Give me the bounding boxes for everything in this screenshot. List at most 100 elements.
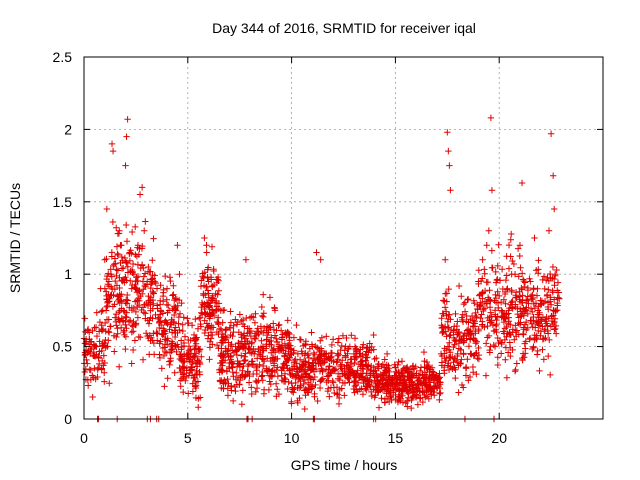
data-point — [146, 268, 153, 275]
data-point — [364, 354, 371, 361]
data-point — [310, 349, 317, 357]
data-point — [444, 343, 452, 350]
data-point — [175, 320, 182, 327]
data-point — [118, 242, 125, 249]
data-point — [395, 368, 402, 376]
data-point — [405, 390, 412, 397]
data-point — [142, 310, 149, 317]
data-point — [178, 353, 185, 361]
data-point — [181, 333, 189, 340]
data-point — [502, 356, 509, 363]
data-point — [139, 242, 146, 250]
data-point — [268, 341, 275, 349]
data-point — [110, 332, 118, 339]
data-point — [95, 354, 102, 362]
data-point — [111, 314, 119, 321]
data-point — [439, 329, 446, 337]
data-point — [185, 336, 192, 344]
data-point — [358, 376, 366, 383]
data-point — [173, 348, 180, 356]
data-point — [220, 306, 228, 314]
data-point — [465, 343, 473, 350]
data-point — [150, 289, 157, 297]
data-point — [421, 391, 428, 399]
data-point — [117, 324, 125, 331]
data-point — [336, 373, 344, 380]
data-point — [143, 299, 150, 307]
data-point — [438, 322, 445, 329]
data-point — [198, 299, 206, 307]
data-point — [124, 263, 132, 270]
data-point — [87, 350, 94, 358]
data-point — [507, 253, 514, 260]
data-point — [460, 300, 467, 308]
data-point — [259, 362, 267, 370]
data-point — [281, 340, 289, 347]
data-point — [96, 360, 103, 368]
data-point — [491, 297, 498, 304]
data-point — [463, 312, 470, 320]
data-point — [224, 375, 231, 383]
data-point — [362, 357, 369, 364]
data-point — [221, 357, 229, 364]
data-point — [527, 292, 535, 300]
data-point — [552, 325, 559, 333]
data-point — [516, 242, 524, 249]
data-point — [161, 336, 169, 343]
data-point — [447, 187, 454, 194]
data-point — [198, 309, 205, 316]
data-point — [359, 344, 366, 351]
data-point — [233, 369, 240, 377]
data-point — [504, 349, 512, 356]
data-point — [264, 368, 271, 375]
data-point — [417, 379, 424, 386]
data-point — [526, 334, 534, 342]
data-point — [189, 359, 197, 366]
data-point — [252, 310, 259, 317]
data-point — [89, 372, 96, 379]
data-point — [452, 337, 459, 345]
data-point — [441, 370, 448, 377]
data-point — [465, 319, 472, 326]
data-point — [176, 271, 183, 278]
data-point — [128, 285, 135, 292]
data-point — [317, 256, 324, 263]
data-point — [166, 349, 174, 356]
data-point — [288, 400, 295, 407]
data-point — [229, 397, 237, 405]
data-point — [428, 391, 435, 398]
data-point — [260, 386, 268, 393]
data-point — [342, 343, 349, 350]
data-point — [425, 375, 432, 383]
data-point — [421, 357, 428, 365]
data-point — [552, 322, 560, 330]
data-point — [122, 313, 129, 320]
data-point — [339, 379, 347, 386]
data-point — [530, 313, 537, 321]
data-point — [518, 270, 526, 277]
data-point — [366, 340, 373, 347]
data-point — [242, 372, 249, 380]
data-point — [253, 364, 260, 372]
data-point — [205, 322, 213, 329]
data-point — [219, 367, 226, 374]
data-point — [215, 287, 223, 294]
data-point — [160, 286, 167, 294]
data-point — [441, 345, 448, 352]
data-point — [455, 282, 463, 290]
data-point — [373, 374, 380, 381]
data-point — [84, 326, 92, 333]
data-point — [133, 297, 141, 304]
data-point — [483, 242, 490, 249]
data-point — [523, 297, 531, 304]
data-point — [129, 260, 137, 268]
data-point — [505, 241, 513, 249]
data-point — [515, 273, 522, 280]
data-point — [169, 292, 176, 299]
data-point — [229, 332, 236, 340]
data-point — [302, 367, 309, 375]
data-point — [459, 332, 467, 340]
y-tick-label: 2.5 — [53, 49, 73, 65]
data-point — [160, 352, 168, 360]
data-point — [469, 317, 477, 324]
